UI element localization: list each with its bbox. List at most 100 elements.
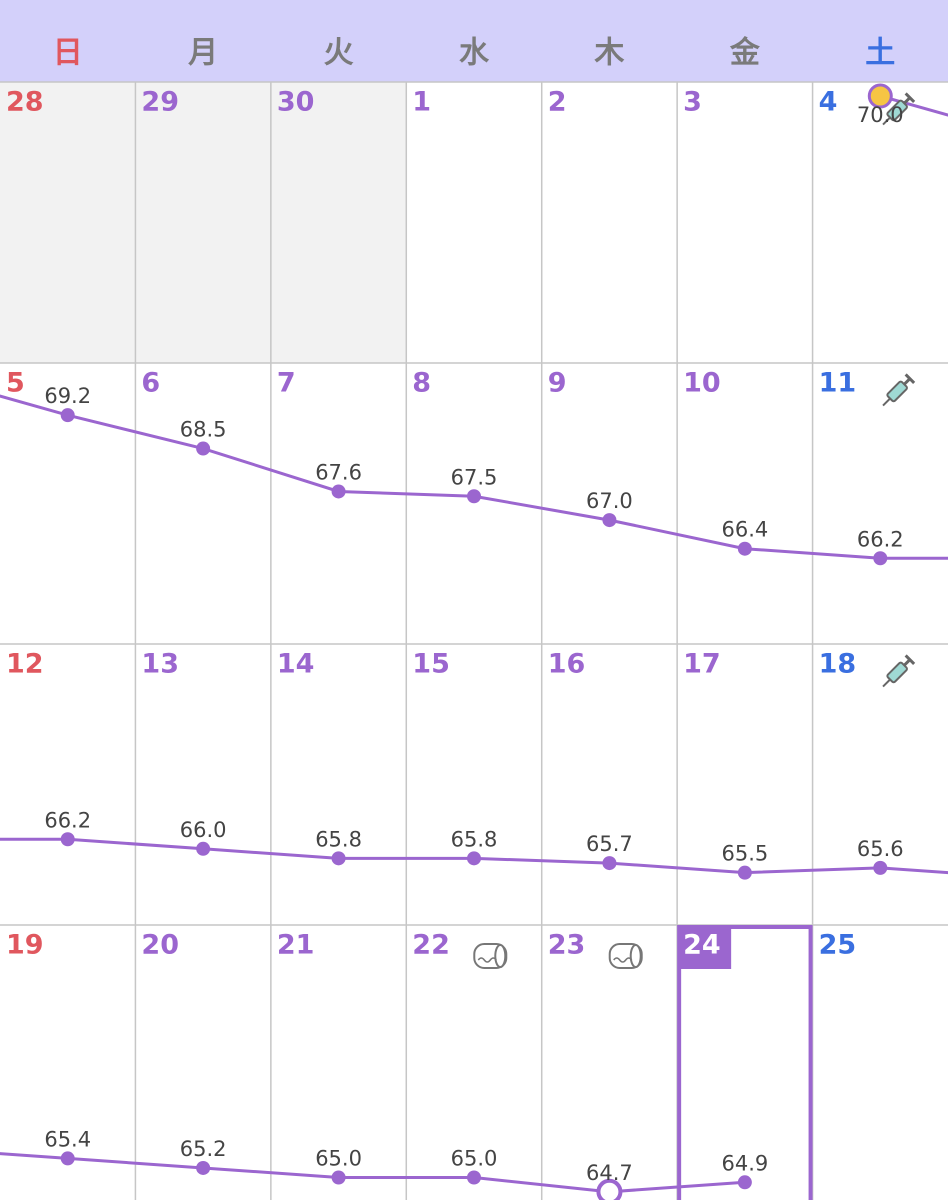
weight-label: 68.5: [180, 418, 227, 442]
weight-point: [196, 841, 211, 856]
toilet-paper-icon: [608, 943, 643, 969]
date-label: 18: [819, 649, 857, 680]
syringe-grip: [904, 92, 916, 103]
date-label: 19: [6, 930, 44, 961]
weight-point: [737, 541, 752, 556]
date-label: 6: [141, 368, 160, 399]
date-label: 14: [277, 649, 315, 680]
date-label: 20: [141, 930, 179, 961]
date-label: 5: [6, 368, 25, 399]
weight-label: 64.7: [586, 1161, 633, 1185]
date-label: 30: [277, 87, 315, 118]
weight-label: 65.0: [451, 1147, 498, 1171]
weight-label: 65.8: [451, 827, 498, 851]
weight-line: [0, 1152, 745, 1194]
weight-label: 66.2: [44, 808, 91, 832]
date-label: 17: [683, 649, 721, 680]
weight-point: [602, 856, 617, 871]
date-label: 16: [548, 649, 586, 680]
date-label: 9: [548, 368, 567, 399]
weight-label: 66.2: [857, 527, 904, 551]
weekday-label: 月: [188, 36, 218, 71]
weight-point: [331, 851, 346, 866]
syringe-grip: [904, 373, 916, 384]
date-label: 13: [141, 649, 179, 680]
weight-label: 65.4: [44, 1127, 91, 1151]
weekday-label: 金: [729, 36, 761, 71]
date-label: 7: [277, 368, 296, 399]
syringe-needle: [882, 397, 891, 407]
weight-point: [60, 1151, 75, 1166]
weight-point: [467, 1170, 481, 1185]
other-month-cell: [0, 82, 136, 363]
date-label: 21: [277, 930, 315, 961]
weight-label: 66.4: [721, 518, 768, 542]
date-label: 25: [819, 930, 857, 961]
weight-label: 65.0: [315, 1147, 362, 1171]
weight-label: 67.5: [451, 465, 498, 489]
date-label: 11: [819, 368, 857, 399]
weight-label: 67.0: [586, 489, 633, 513]
date-label: 15: [412, 649, 450, 680]
toilet-paper-icon: [473, 943, 508, 969]
weight-point: [737, 865, 752, 880]
syringe-icon: [882, 373, 916, 407]
weight-point: [602, 513, 617, 528]
weight-label: 66.0: [180, 818, 227, 842]
weight-point: [596, 1178, 623, 1200]
weight-point: [60, 408, 75, 423]
date-label: 28: [6, 87, 44, 118]
weight-point: [331, 484, 346, 499]
weekday-label: 土: [865, 36, 895, 71]
date-label: 4: [819, 87, 838, 118]
header-bar: [0, 0, 948, 82]
date-label: 3: [683, 87, 702, 118]
syringe-grip: [904, 654, 916, 665]
date-label: 24: [683, 930, 721, 961]
syringe-icon: [882, 654, 916, 688]
date-label: 29: [141, 87, 179, 118]
date-label: 23: [548, 930, 586, 961]
weight-point: [60, 832, 75, 847]
date-label: 12: [6, 649, 44, 680]
weight-point: [331, 1170, 346, 1185]
weight-point: [867, 83, 893, 109]
weight-label: 65.2: [180, 1137, 227, 1161]
syringe-needle: [882, 116, 891, 126]
weight-label: 69.2: [44, 384, 91, 408]
weight-label: 70.0: [857, 103, 904, 127]
date-label: 1: [412, 87, 431, 118]
weight-point: [467, 489, 481, 504]
weight-point: [873, 551, 888, 566]
date-label: 10: [683, 368, 721, 399]
date-label: 22: [412, 930, 450, 961]
weight-point: [196, 1160, 211, 1175]
weight-point: [737, 1175, 752, 1190]
weight-label: 65.6: [857, 837, 904, 861]
weight-label: 65.5: [721, 842, 768, 866]
paper-core: [494, 944, 507, 968]
today-frame: [677, 925, 813, 1200]
today-badge: [679, 927, 732, 969]
paper-core: [629, 944, 642, 968]
weight-point: [196, 441, 211, 456]
paper-wave: [613, 957, 633, 963]
other-month-cell: [270, 82, 407, 363]
weight-point: [873, 860, 888, 875]
syringe-icon: [882, 92, 916, 126]
other-month-cell: [135, 82, 271, 363]
weight-label: 64.9: [721, 1151, 768, 1175]
weight-label: 67.6: [315, 460, 362, 484]
weight-label: 65.8: [315, 827, 362, 851]
syringe-needle: [882, 678, 891, 688]
weekday-label: 水: [459, 36, 490, 71]
weekday-label: 日: [53, 36, 83, 71]
date-label: 2: [548, 87, 567, 118]
date-label: 8: [412, 368, 431, 399]
weekday-label: 火: [324, 36, 354, 71]
weekday-label: 木: [593, 36, 624, 71]
weight-label: 65.7: [586, 832, 633, 856]
weight-point: [467, 851, 481, 866]
